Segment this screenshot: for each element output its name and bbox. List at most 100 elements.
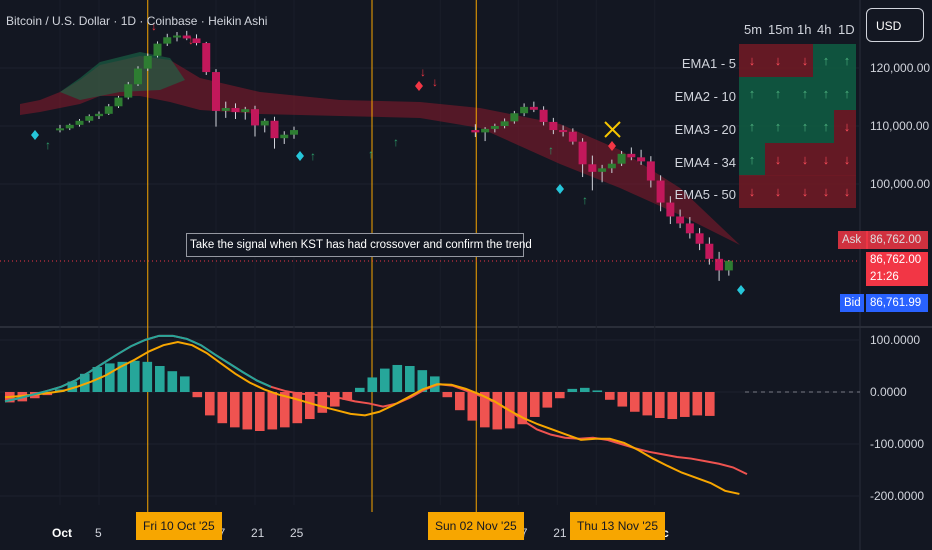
histogram-bar bbox=[642, 392, 653, 416]
histogram-bar bbox=[267, 392, 278, 430]
bear-candle bbox=[549, 121, 558, 131]
crosshair-date-tag: Sun 02 Nov '25 bbox=[428, 512, 524, 540]
ema-cell bbox=[739, 77, 765, 110]
bull-candle bbox=[241, 109, 250, 113]
arrow-down-icon: ↓ bbox=[748, 53, 756, 68]
bear-candle bbox=[559, 130, 568, 133]
histogram-bar bbox=[342, 392, 353, 400]
tf-header-15m: 15m bbox=[768, 22, 794, 37]
price-tick-label: 120,000.00 bbox=[870, 61, 930, 75]
ema-cell bbox=[792, 175, 813, 208]
sell-arrow: ↓ bbox=[420, 65, 426, 79]
histogram-bar bbox=[555, 392, 565, 399]
histogram-bar bbox=[367, 377, 378, 392]
histogram-bar bbox=[280, 392, 290, 428]
arrow-down-icon: ↓ bbox=[843, 152, 851, 167]
histogram-bar bbox=[130, 360, 140, 392]
x-tick-label: Oct bbox=[52, 526, 72, 540]
bull-candle bbox=[290, 130, 298, 135]
ema-row-label: EMA4 - 34 bbox=[674, 155, 736, 170]
crosshair-date-tag: Thu 13 Nov '25 bbox=[570, 512, 666, 540]
bull-candle bbox=[260, 120, 269, 126]
histogram-bar bbox=[230, 392, 240, 428]
bid-price: 86,761.99 bbox=[866, 294, 928, 312]
signal-diamond bbox=[31, 130, 39, 140]
buy-arrow: ↑ bbox=[368, 147, 374, 161]
ema-cell bbox=[792, 110, 813, 143]
buy-arrow: ↑ bbox=[310, 149, 316, 163]
osc-tick-label: -100.0000 bbox=[870, 437, 924, 451]
bull-candle bbox=[490, 126, 499, 129]
ema-row-label: EMA5 - 50 bbox=[674, 187, 736, 202]
crosshair-date-tag: Fri 10 Oct '25 bbox=[136, 512, 222, 540]
histogram-bar bbox=[305, 392, 315, 420]
arrow-up-icon: ↑ bbox=[774, 86, 782, 101]
ema-cell bbox=[813, 44, 834, 77]
tf-header-1h: 1h bbox=[797, 22, 812, 37]
bull-candle bbox=[56, 128, 64, 131]
histogram-bar bbox=[117, 361, 128, 392]
bull-candle bbox=[510, 113, 519, 122]
ema-cell bbox=[739, 175, 765, 208]
bull-candle bbox=[280, 134, 289, 139]
ema-cell bbox=[765, 44, 792, 77]
signal-diamond bbox=[556, 184, 564, 194]
histogram-bar bbox=[655, 392, 665, 418]
buy-arrow: ↑ bbox=[393, 135, 399, 149]
histogram-bar bbox=[67, 381, 78, 392]
histogram-bar bbox=[480, 392, 490, 428]
histogram-bar bbox=[317, 392, 328, 413]
bear-candle bbox=[666, 202, 675, 217]
sell-arrow: ↓ bbox=[432, 75, 438, 89]
histogram-bar bbox=[580, 387, 590, 392]
bull-candle bbox=[173, 35, 181, 38]
histogram-bar bbox=[442, 392, 453, 398]
x-tick-label: 21 bbox=[553, 526, 567, 540]
ema-row-label: EMA2 - 10 bbox=[674, 89, 736, 104]
bull-candle bbox=[520, 106, 529, 114]
histogram-bar bbox=[205, 392, 215, 416]
bull-candle bbox=[114, 97, 123, 107]
histogram-bar bbox=[492, 392, 503, 430]
bull-candle bbox=[95, 113, 103, 117]
arrow-down-icon: ↓ bbox=[774, 184, 782, 199]
bear-candle bbox=[578, 141, 587, 165]
arrow-up-icon: ↑ bbox=[843, 86, 851, 101]
sell-diamond bbox=[608, 141, 616, 151]
histogram-bar bbox=[105, 363, 115, 392]
osc-tick-label: 100.0000 bbox=[870, 333, 920, 347]
arrow-up-icon: ↑ bbox=[801, 119, 809, 134]
buy-arrow: ↑ bbox=[582, 193, 588, 207]
buy-arrow: ↑ bbox=[548, 143, 554, 157]
histogram-bar bbox=[405, 366, 415, 392]
ema-ribbon-bull bbox=[60, 52, 185, 100]
bull-candle bbox=[500, 121, 509, 126]
last-price: 86,762.00 bbox=[866, 252, 928, 269]
ema-cell bbox=[834, 143, 856, 176]
bar-countdown: 21:26 bbox=[866, 269, 928, 286]
sell-diamond bbox=[415, 81, 423, 91]
histogram-bar bbox=[680, 392, 690, 417]
bull-candle bbox=[607, 163, 616, 169]
osc-tick-label: 0.0000 bbox=[870, 385, 907, 399]
histogram-bar bbox=[180, 376, 190, 392]
bull-candle bbox=[163, 37, 172, 44]
histogram-bar bbox=[517, 392, 528, 425]
currency-selector[interactable]: USD bbox=[866, 8, 924, 42]
arrow-down-icon: ↓ bbox=[801, 53, 809, 68]
bear-candle bbox=[715, 258, 724, 271]
bull-candle bbox=[598, 168, 607, 172]
x-tick-label: 21 bbox=[251, 526, 265, 540]
ema-cell bbox=[813, 77, 834, 110]
arrow-down-icon: ↓ bbox=[843, 184, 851, 199]
histogram-bar bbox=[705, 392, 715, 416]
ema-cell bbox=[765, 110, 792, 143]
histogram-bar bbox=[630, 392, 640, 412]
ema-cell bbox=[739, 110, 765, 143]
histogram-bar bbox=[242, 392, 253, 430]
chart-title: Bitcoin / U.S. Dollar · 1D · Coinbase · … bbox=[6, 14, 268, 28]
arrow-up-icon: ↑ bbox=[748, 86, 756, 101]
ema-cell bbox=[765, 77, 792, 110]
histogram-bar bbox=[592, 390, 603, 392]
histogram-bar bbox=[617, 392, 628, 407]
